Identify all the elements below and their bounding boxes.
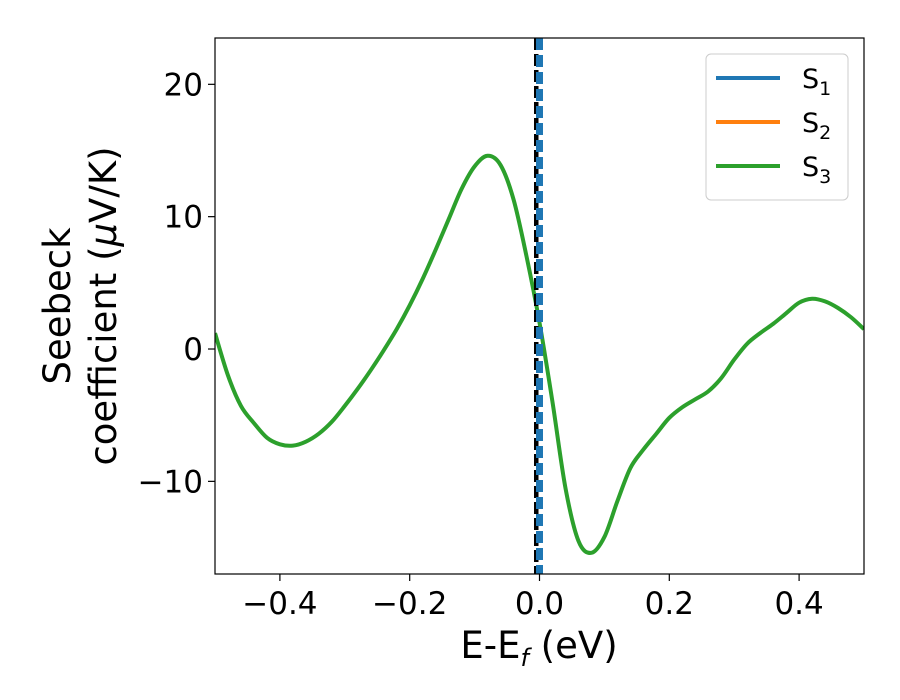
y-tick-label: 20 — [164, 67, 203, 103]
series-line-3 — [215, 153, 864, 555]
x-tick-label: 0.2 — [645, 586, 694, 622]
x-tick-label: −0.4 — [242, 586, 317, 622]
legend-label-1: S1 — [802, 64, 831, 100]
y-tick-label: 0 — [183, 332, 203, 368]
x-axis-ticks: −0.4 −0.2 0.0 0.2 0.4 — [242, 574, 824, 622]
vertical-markers — [534, 38, 543, 574]
legend: S1 S2 S3 — [705, 53, 849, 201]
x-axis-label: E-Ef (eV) — [460, 624, 617, 672]
y-axis-label-line2: coefficient (μV/K) — [82, 146, 125, 465]
legend-box — [705, 53, 849, 201]
y-axis-ticks: −10 0 10 20 — [138, 67, 215, 500]
plot-lines — [215, 153, 864, 555]
y-tick-label: 10 — [164, 200, 203, 236]
y-axis-label-line1: Seebeck — [36, 227, 79, 385]
x-tick-label: −0.2 — [372, 586, 447, 622]
y-axis-label: Seebeck coefficient (μV/K) — [36, 146, 125, 465]
x-tick-label: 0.4 — [774, 586, 823, 622]
x-tick-label: 0.0 — [515, 586, 564, 622]
legend-label-2: S2 — [802, 108, 831, 144]
legend-label-3: S3 — [802, 152, 831, 188]
y-tick-label: −10 — [138, 464, 203, 500]
